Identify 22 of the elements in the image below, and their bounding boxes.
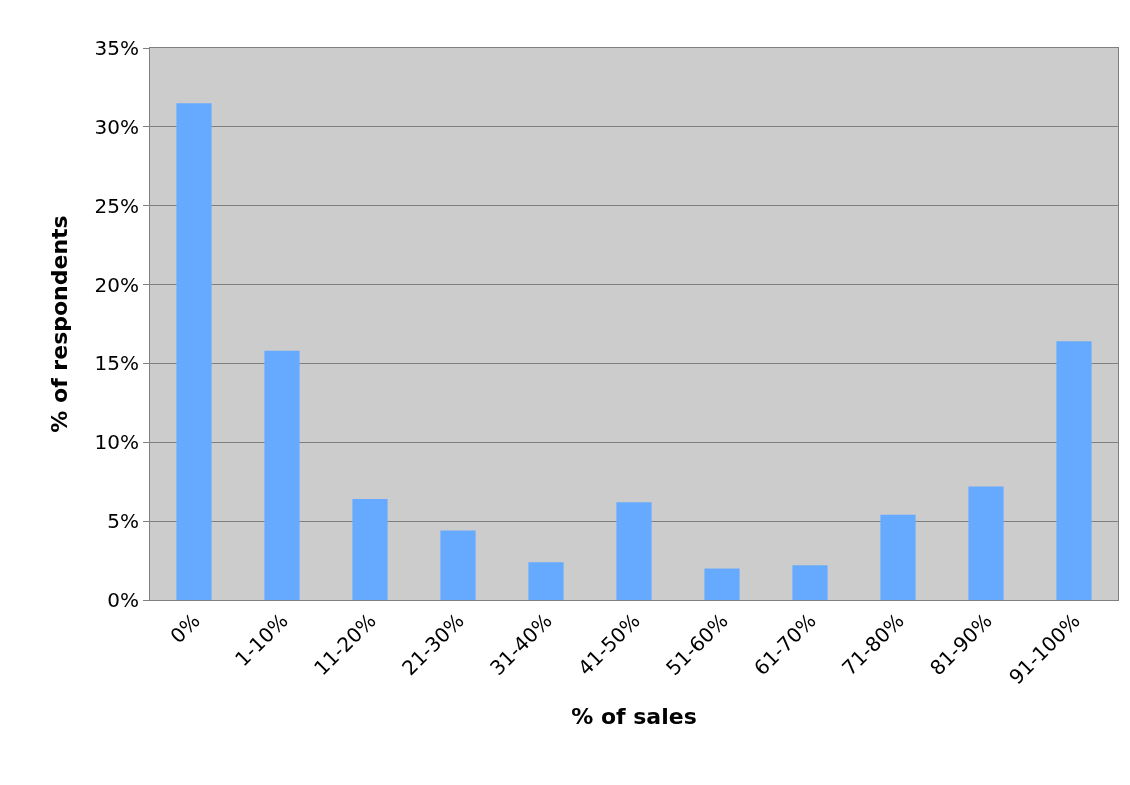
bar bbox=[528, 562, 564, 600]
x-axis-title: % of sales bbox=[571, 704, 697, 730]
bar bbox=[792, 565, 828, 600]
y-axis-title: % of respondents bbox=[47, 215, 73, 433]
bar bbox=[176, 103, 212, 600]
y-tick-label: 5% bbox=[107, 509, 139, 534]
bar bbox=[352, 499, 388, 600]
bar bbox=[880, 514, 916, 600]
y-tick-label: 15% bbox=[94, 351, 139, 376]
bar bbox=[440, 530, 476, 600]
bar bbox=[704, 568, 740, 600]
y-tick-label: 0% bbox=[107, 588, 139, 612]
y-tick-label: 30% bbox=[94, 114, 139, 139]
bar bbox=[616, 502, 652, 600]
y-tick-label: 10% bbox=[94, 430, 139, 455]
bar bbox=[264, 350, 300, 600]
bar bbox=[968, 486, 1004, 600]
y-tick-label: 35% bbox=[94, 36, 139, 60]
bar bbox=[1056, 341, 1092, 600]
y-tick-label: 20% bbox=[94, 272, 139, 297]
y-tick-label: 25% bbox=[94, 193, 139, 218]
x-tick-label: 0% bbox=[165, 608, 205, 649]
